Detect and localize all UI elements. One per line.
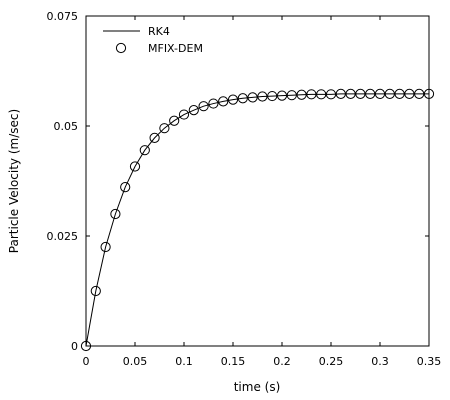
- data-point-mfix-dem: [394, 88, 405, 99]
- y-axis-label: Particle Velocity (m/sec): [7, 109, 21, 253]
- x-axis-label: time (s): [234, 380, 281, 394]
- data-point-mfix-dem: [345, 88, 356, 99]
- legend-label-rk4: RK4: [148, 25, 170, 38]
- data-point-mfix-dem: [355, 88, 366, 99]
- data-point-mfix-dem: [198, 101, 209, 112]
- data-point-mfix-dem: [227, 94, 239, 105]
- data-point-mfix-dem: [90, 285, 101, 297]
- data-point-mfix-dem: [335, 88, 346, 99]
- x-tick-label: 0.3: [371, 355, 389, 368]
- series-line-rk4: [85, 93, 429, 347]
- y-tick-label: 0.025: [47, 230, 79, 243]
- data-point-mfix-dem: [159, 123, 170, 134]
- x-tick-label: 0.35: [417, 355, 442, 368]
- data-point-mfix-dem: [414, 88, 425, 99]
- axis-ticks: 0 0.05 0.1 0.15 0.2 0.25 0.3 0.35 0 0.025 0.05 0.07…: [47, 10, 442, 368]
- data-point-mfix-dem: [365, 88, 376, 99]
- series-layer: [80, 88, 435, 352]
- plot-frame: [85, 15, 430, 347]
- data-point-mfix-dem: [208, 98, 219, 109]
- data-point-mfix-dem: [129, 161, 141, 172]
- data-point-mfix-dem: [188, 105, 199, 116]
- data-point-mfix-dem: [218, 96, 229, 107]
- data-point-mfix-dem: [296, 89, 307, 100]
- data-point-mfix-dem: [276, 90, 288, 101]
- y-tick-label: 0.05: [54, 120, 79, 133]
- data-point-mfix-dem: [120, 182, 131, 193]
- data-point-mfix-dem: [139, 145, 150, 156]
- data-point-mfix-dem: [384, 88, 395, 99]
- legend-circle-swatch: [115, 42, 127, 54]
- data-point-mfix-dem: [374, 88, 386, 99]
- data-point-mfix-dem: [237, 93, 248, 104]
- data-point-mfix-dem: [247, 92, 258, 103]
- x-tick-label: 0.2: [273, 355, 291, 368]
- x-tick-label: 0.1: [175, 355, 193, 368]
- data-point-mfix-dem: [267, 90, 278, 102]
- data-point-mfix-dem: [169, 115, 180, 126]
- legend-label-mfix-dem: MFIX-DEM: [148, 42, 203, 55]
- data-point-mfix-dem: [423, 88, 435, 99]
- data-point-mfix-dem: [404, 88, 415, 99]
- x-tick-label: 0: [83, 355, 90, 368]
- data-point-mfix-dem: [80, 340, 92, 352]
- data-point-mfix-dem: [149, 132, 160, 143]
- data-point-mfix-dem: [286, 90, 297, 101]
- x-tick-label: 0.25: [319, 355, 344, 368]
- data-point-mfix-dem: [178, 109, 190, 120]
- y-tick-label: 0: [71, 340, 78, 353]
- x-tick-label: 0.05: [123, 355, 148, 368]
- legend: RK4 MFIX-DEM: [103, 25, 203, 55]
- data-point-mfix-dem: [325, 89, 337, 100]
- x-tick-label: 0.15: [221, 355, 246, 368]
- data-point-mfix-dem: [257, 91, 268, 102]
- y-tick-label: 0.075: [47, 10, 79, 23]
- data-point-mfix-dem: [110, 208, 121, 220]
- data-point-mfix-dem: [306, 89, 317, 100]
- data-point-mfix-dem: [316, 89, 327, 100]
- data-point-mfix-dem: [100, 241, 111, 253]
